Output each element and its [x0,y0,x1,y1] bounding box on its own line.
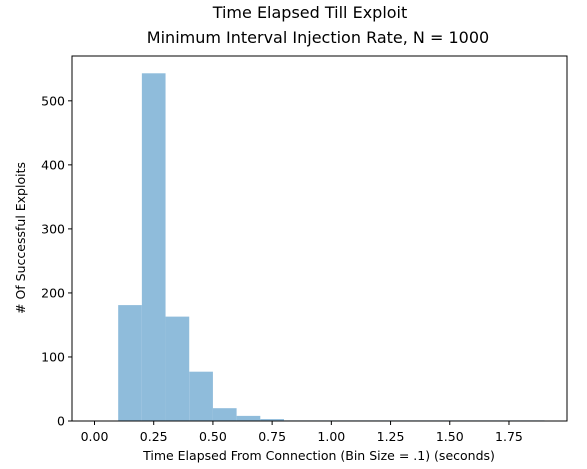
y-tick-label: 0 [57,414,65,429]
y-axis-ticks: 0 100 200 300 400 500 [41,93,72,429]
x-axis-label: Time Elapsed From Connection (Bin Size =… [142,448,495,463]
histogram-bar [236,415,261,421]
x-tick-label: 1.25 [377,429,405,444]
x-tick-label: 1.00 [317,429,345,444]
y-tick-label: 100 [41,349,65,364]
histogram-bar [165,316,190,421]
x-tick-label: 1.50 [436,429,464,444]
histogram-bar [141,73,166,421]
x-tick-label: 0.75 [258,429,286,444]
chart-subtitle: Minimum Interval Injection Rate, N = 100… [147,28,489,47]
y-tick-label: 400 [41,157,65,172]
x-axis-ticks: 0.00 0.25 0.50 0.75 1.00 1.25 1.50 1.75 [81,421,523,444]
histogram-bar [260,419,284,421]
y-tick-label: 200 [41,285,65,300]
x-tick-label: 0.50 [199,429,227,444]
x-tick-label: 0.00 [81,429,109,444]
y-axis-label: # Of Successful Exploits [13,162,28,314]
x-tick-label: 1.75 [495,429,523,444]
histogram-bar [189,371,213,421]
histogram-bar [212,408,237,421]
histogram-bar [118,305,142,421]
chart-title: Time Elapsed Till Exploit [212,3,408,22]
x-tick-label: 0.25 [140,429,168,444]
histogram-bars [118,73,545,421]
plot-frame [71,55,568,422]
y-tick-label: 500 [41,93,65,108]
y-tick-label: 300 [41,221,65,236]
